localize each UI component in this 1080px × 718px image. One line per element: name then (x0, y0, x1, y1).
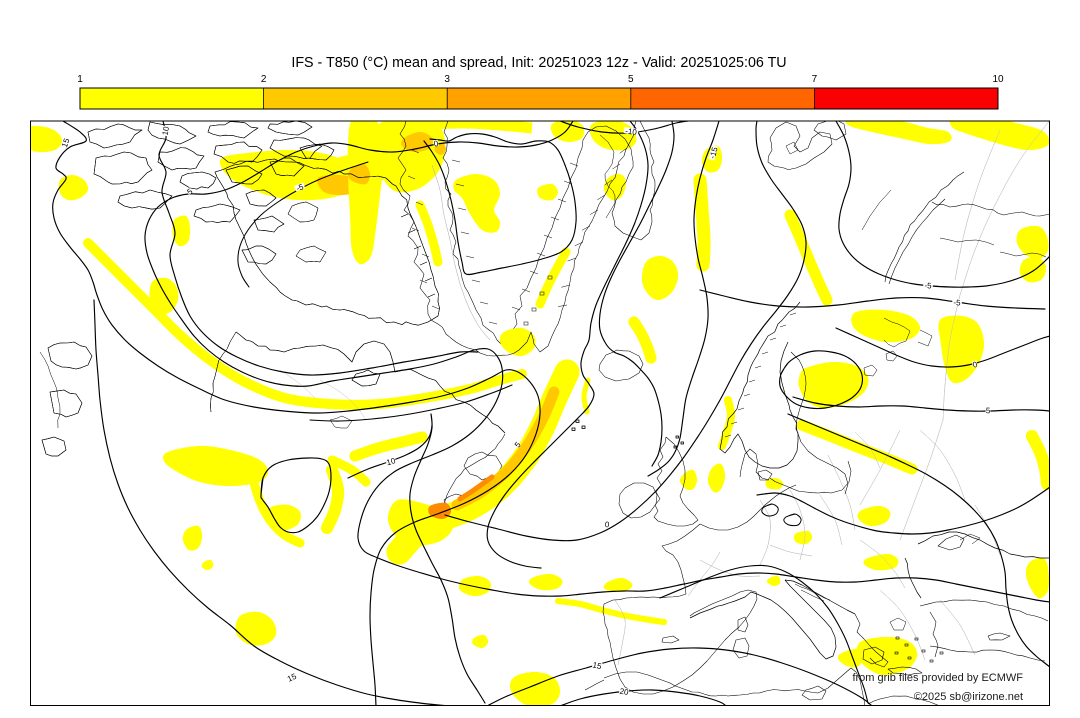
svg-text:-15: -15 (708, 146, 720, 160)
svg-text:2: 2 (261, 74, 267, 85)
svg-text:-5: -5 (295, 182, 305, 193)
svg-text:10: 10 (385, 456, 396, 467)
svg-text:15: 15 (286, 672, 298, 684)
svg-text:20: 20 (619, 687, 630, 698)
svg-text:5: 5 (513, 440, 523, 450)
svg-text:1: 1 (77, 74, 83, 85)
svg-text:15: 15 (60, 137, 72, 149)
svg-text:5: 5 (628, 74, 634, 85)
svg-text:-5: -5 (953, 298, 961, 307)
svg-text:0: 0 (972, 360, 979, 370)
svg-text:10: 10 (161, 125, 172, 136)
svg-text:7: 7 (812, 74, 818, 85)
svg-text:15: 15 (592, 660, 603, 671)
svg-text:0: 0 (433, 139, 439, 149)
svg-text:IFS - T850 (°C) mean and sprea: IFS - T850 (°C) mean and spread, Init: 2… (291, 55, 786, 71)
svg-text:-5: -5 (924, 281, 932, 290)
svg-text:5: 5 (185, 187, 194, 197)
svg-text:-10: -10 (625, 126, 638, 137)
svg-text:10: 10 (992, 74, 1004, 85)
svg-text:5: 5 (986, 406, 991, 415)
svg-text:3: 3 (444, 74, 450, 85)
svg-text:from grib files provided by EC: from grib files provided by ECMWF (852, 672, 1023, 684)
svg-text:©2025 sb@irizone.net: ©2025 sb@irizone.net (914, 691, 1023, 703)
svg-text:0: 0 (604, 520, 610, 529)
